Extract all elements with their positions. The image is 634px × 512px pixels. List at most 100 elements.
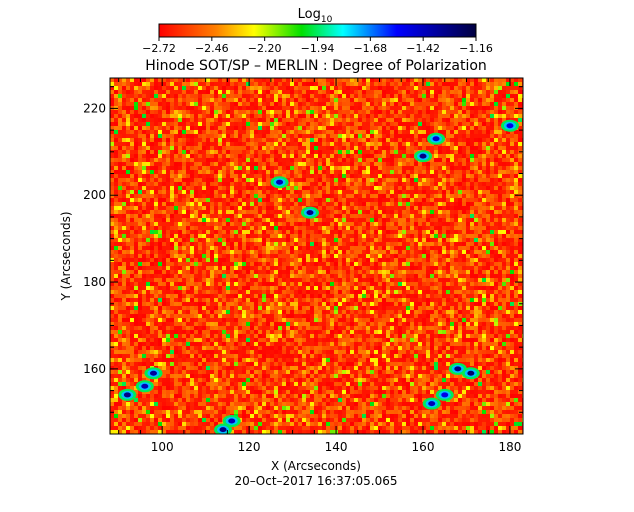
heatmap-cell [418, 114, 422, 118]
heatmap-cell [298, 238, 302, 242]
heatmap-cell [298, 114, 302, 118]
heatmap-cell [182, 182, 186, 186]
heatmap-cell [298, 142, 302, 146]
heatmap-cell [494, 114, 498, 118]
heatmap-cell [234, 246, 238, 250]
heatmap-cell [234, 150, 238, 154]
heatmap-cell [126, 182, 130, 186]
heatmap-cell [114, 102, 118, 106]
heatmap-cell [326, 262, 330, 266]
heatmap-cell [366, 94, 370, 98]
heatmap-cell [442, 190, 446, 194]
heatmap-cell [346, 194, 350, 198]
heatmap-cell [306, 254, 310, 258]
heatmap-cell [294, 206, 298, 210]
heatmap-cell [430, 158, 434, 162]
heatmap-cell [166, 254, 170, 258]
heatmap-cell [462, 102, 466, 106]
heatmap-cell [146, 154, 150, 158]
heatmap-cell [410, 118, 414, 122]
heatmap-cell [366, 130, 370, 134]
heatmap-cell [286, 178, 290, 182]
heatmap-cell [422, 226, 426, 230]
heatmap-cell [438, 262, 442, 266]
heatmap-cell [222, 94, 226, 98]
heatmap-cell [298, 110, 302, 114]
heatmap-cell [274, 130, 278, 134]
heatmap-cell [126, 82, 130, 86]
heatmap-cell [506, 230, 510, 234]
heatmap-cell [218, 138, 222, 142]
heatmap-cell [338, 186, 342, 190]
heatmap-cell [190, 238, 194, 242]
heatmap-cell [358, 118, 362, 122]
heatmap-cell [418, 162, 422, 166]
heatmap-cell [234, 98, 238, 102]
heatmap-cell [454, 234, 458, 238]
heatmap-cell [218, 114, 222, 118]
heatmap-cell [462, 110, 466, 114]
heatmap-cell [222, 206, 226, 210]
heatmap-cell [234, 198, 238, 202]
heatmap-cell [378, 218, 382, 222]
heatmap-cell [186, 258, 190, 262]
heatmap-cell [238, 190, 242, 194]
heatmap-cell [374, 194, 378, 198]
heatmap-cell [266, 258, 270, 262]
heatmap-cell [126, 166, 130, 170]
heatmap-cell [262, 242, 266, 246]
heatmap-cell [238, 82, 242, 86]
heatmap-cell [474, 186, 478, 190]
heatmap-cell [154, 130, 158, 134]
heatmap-cell [186, 110, 190, 114]
heatmap-cell [350, 198, 354, 202]
heatmap-cell [126, 254, 130, 258]
heatmap-cell [174, 166, 178, 170]
heatmap-cell [130, 242, 134, 246]
heatmap-cell [266, 150, 270, 154]
heatmap-cell [442, 170, 446, 174]
heatmap-cell [510, 202, 514, 206]
heatmap-cell [350, 158, 354, 162]
heatmap-cell [482, 222, 486, 226]
heatmap-cell [178, 138, 182, 142]
heatmap-cell [514, 254, 518, 258]
heatmap-cell [138, 210, 142, 214]
heatmap-cell [322, 206, 326, 210]
heatmap-cell [482, 254, 486, 258]
heatmap-cell [334, 218, 338, 222]
heatmap-cell [506, 86, 510, 90]
heatmap-cell [226, 222, 230, 226]
heatmap-cell [258, 214, 262, 218]
heatmap-cell [362, 102, 366, 106]
heatmap-cell [382, 238, 386, 242]
heatmap-cell [250, 130, 254, 134]
heatmap-cell [346, 234, 350, 238]
heatmap-cell [426, 142, 430, 146]
heatmap-cell [294, 186, 298, 190]
heatmap-cell [386, 162, 390, 166]
heatmap-cell [446, 206, 450, 210]
heatmap-cell [374, 118, 378, 122]
heatmap-cell [478, 246, 482, 250]
heatmap-cell [202, 106, 206, 110]
heatmap-cell [114, 254, 118, 258]
heatmap-cell [438, 150, 442, 154]
heatmap-cell [478, 118, 482, 122]
heatmap-cell [494, 126, 498, 130]
heatmap-cell [222, 226, 226, 230]
heatmap-cell [374, 214, 378, 218]
heatmap-cell [146, 186, 150, 190]
heatmap-cell [358, 126, 362, 130]
heatmap-cell [282, 266, 286, 270]
heatmap-cell [470, 154, 474, 158]
heatmap-cell [406, 230, 410, 234]
heatmap-cell [182, 122, 186, 126]
heatmap-cell [290, 166, 294, 170]
heatmap-cell [394, 198, 398, 202]
heatmap-cell [430, 150, 434, 154]
heatmap-cell [142, 130, 146, 134]
heatmap-cell [314, 222, 318, 226]
heatmap-cell [438, 82, 442, 86]
heatmap-cell [238, 178, 242, 182]
